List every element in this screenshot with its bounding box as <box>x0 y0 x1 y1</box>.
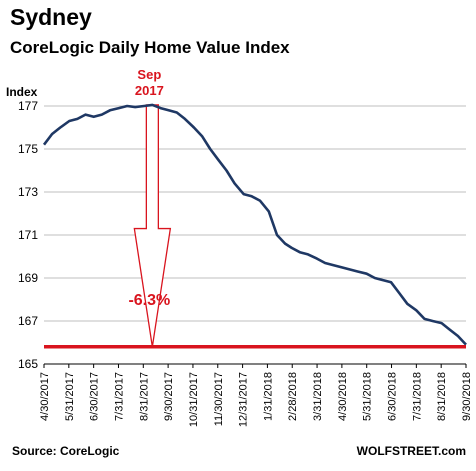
x-tick-label: 5/31/2017 <box>64 372 76 421</box>
x-tick-label: 12/31/2017 <box>238 372 250 427</box>
y-tick-label: 167 <box>18 314 38 328</box>
series-layer <box>42 103 467 349</box>
x-tick-label: 5/31/2018 <box>362 372 374 421</box>
arrow-shape <box>133 104 172 347</box>
x-tick-label: 4/30/2017 <box>39 372 51 421</box>
x-tick-label: 7/31/2017 <box>113 372 125 421</box>
x-tick-label: 7/31/2018 <box>411 372 423 421</box>
x-tick-label: 6/30/2018 <box>387 372 399 421</box>
y-tick-label: 175 <box>18 142 38 156</box>
x-tick-label: 10/31/2017 <box>188 372 200 427</box>
y-tick-label: 169 <box>18 271 38 285</box>
x-tick-label: 2/28/2018 <box>287 372 299 421</box>
x-tick-label: 8/31/2018 <box>436 372 448 421</box>
gridlines <box>44 105 466 365</box>
y-tick-label: 177 <box>18 99 38 113</box>
decline-arrow <box>133 104 172 347</box>
x-tick-label: 11/30/2017 <box>213 372 225 426</box>
x-tick-label: 9/30/2018 <box>461 372 473 421</box>
peak-label: Sep <box>137 67 161 82</box>
series-line <box>42 103 467 346</box>
peak-label: 2017 <box>135 83 164 98</box>
y-tick-label: 165 <box>18 357 38 371</box>
x-axis: 4/30/2017 5/31/2017 6/30/2017 7/31/2017 8/31… <box>39 363 473 427</box>
x-tick-label: 9/30/2017 <box>163 372 175 421</box>
y-axis-title: Index <box>6 85 38 99</box>
source-note: Source: CoreLogic <box>12 444 120 458</box>
x-tick-label: 1/31/2018 <box>262 372 274 421</box>
y-tick-label: 173 <box>18 185 38 199</box>
y-tick-label: 171 <box>18 228 38 242</box>
page-title: Sydney <box>10 4 92 30</box>
x-tick-label: 6/30/2017 <box>89 372 101 421</box>
decline-label: -6.3% <box>128 292 170 309</box>
brand-watermark: WOLFSTREET.com <box>356 444 466 458</box>
x-tick-label: 4/30/2018 <box>337 372 349 421</box>
x-tick-label: 3/31/2018 <box>312 372 324 421</box>
chart-subtitle: CoreLogic Daily Home Value Index <box>10 38 290 57</box>
x-tick-label: 8/31/2017 <box>138 372 150 421</box>
